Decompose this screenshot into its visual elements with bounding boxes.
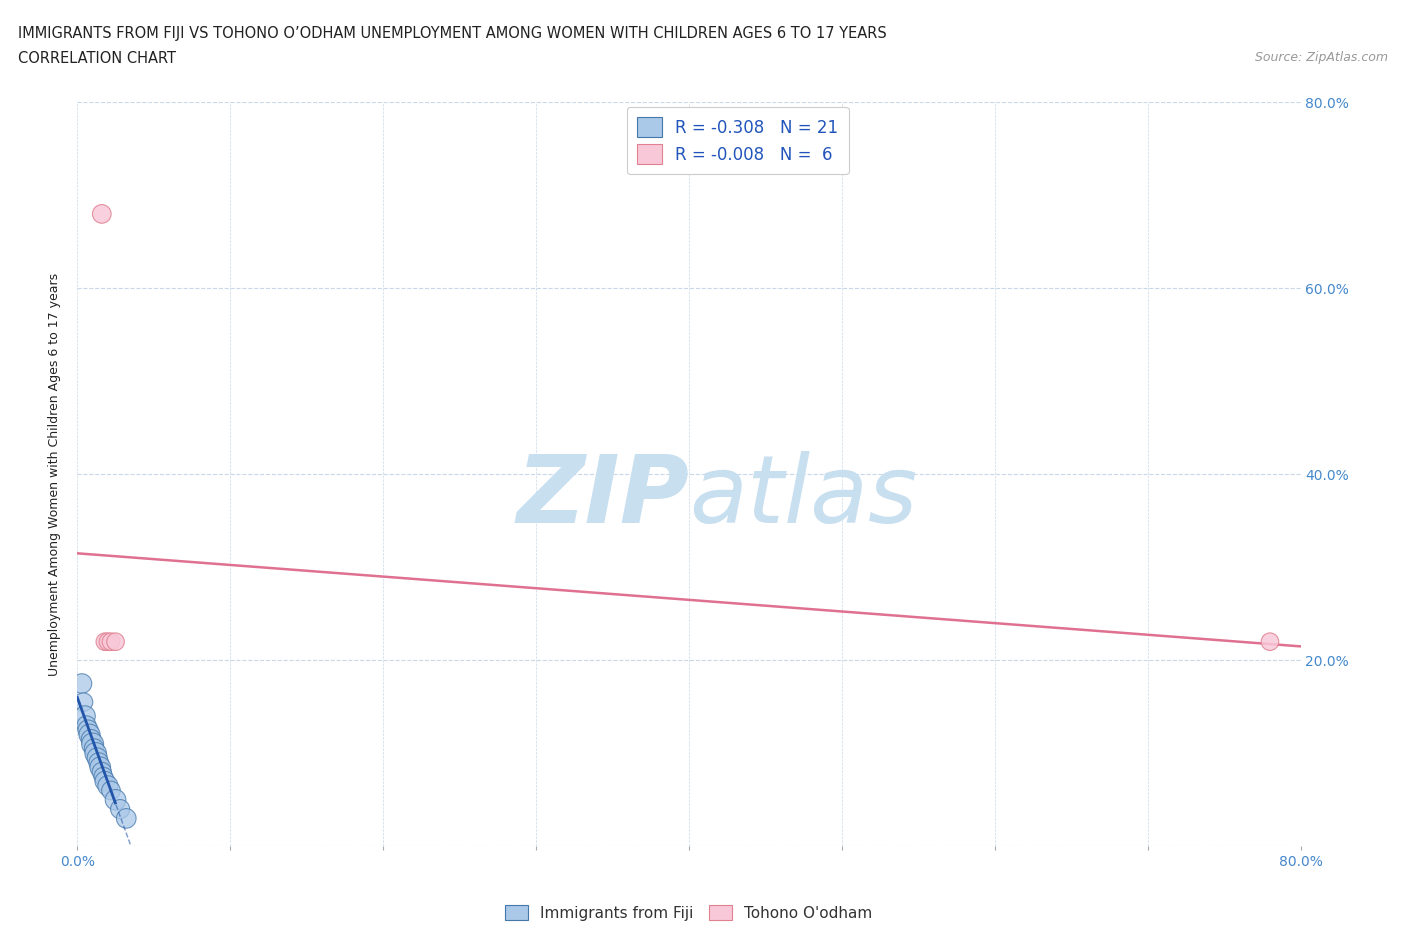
Legend: Immigrants from Fiji, Tohono O'odham: Immigrants from Fiji, Tohono O'odham — [499, 898, 879, 927]
Text: ZIP: ZIP — [516, 451, 689, 542]
Point — [83, 741, 105, 756]
Text: atlas: atlas — [689, 451, 917, 542]
Point — [1258, 634, 1281, 649]
Point — [90, 206, 112, 221]
Point — [108, 802, 131, 817]
Point — [97, 634, 120, 649]
Point — [100, 634, 122, 649]
Y-axis label: Unemployment Among Women with Children Ages 6 to 17 years: Unemployment Among Women with Children A… — [48, 272, 62, 676]
Point — [115, 811, 138, 826]
Point — [80, 732, 103, 747]
Point — [87, 755, 110, 770]
Text: IMMIGRANTS FROM FIJI VS TOHONO O’ODHAM UNEMPLOYMENT AMONG WOMEN WITH CHILDREN AG: IMMIGRANTS FROM FIJI VS TOHONO O’ODHAM U… — [18, 26, 887, 41]
Point — [91, 769, 114, 784]
Point — [73, 709, 96, 724]
Point — [104, 634, 127, 649]
Text: Source: ZipAtlas.com: Source: ZipAtlas.com — [1254, 51, 1388, 64]
Point — [76, 718, 98, 733]
Point — [86, 751, 108, 765]
Point — [70, 676, 93, 691]
Point — [90, 764, 112, 779]
Point — [94, 634, 117, 649]
Point — [94, 774, 117, 789]
Point — [89, 760, 111, 775]
Point — [72, 695, 94, 710]
Point — [77, 723, 100, 737]
Point — [97, 778, 120, 793]
Point — [100, 783, 122, 798]
Point — [79, 727, 101, 742]
Point — [84, 746, 107, 761]
Text: CORRELATION CHART: CORRELATION CHART — [18, 51, 176, 66]
Point — [82, 737, 104, 751]
Point — [104, 792, 127, 807]
